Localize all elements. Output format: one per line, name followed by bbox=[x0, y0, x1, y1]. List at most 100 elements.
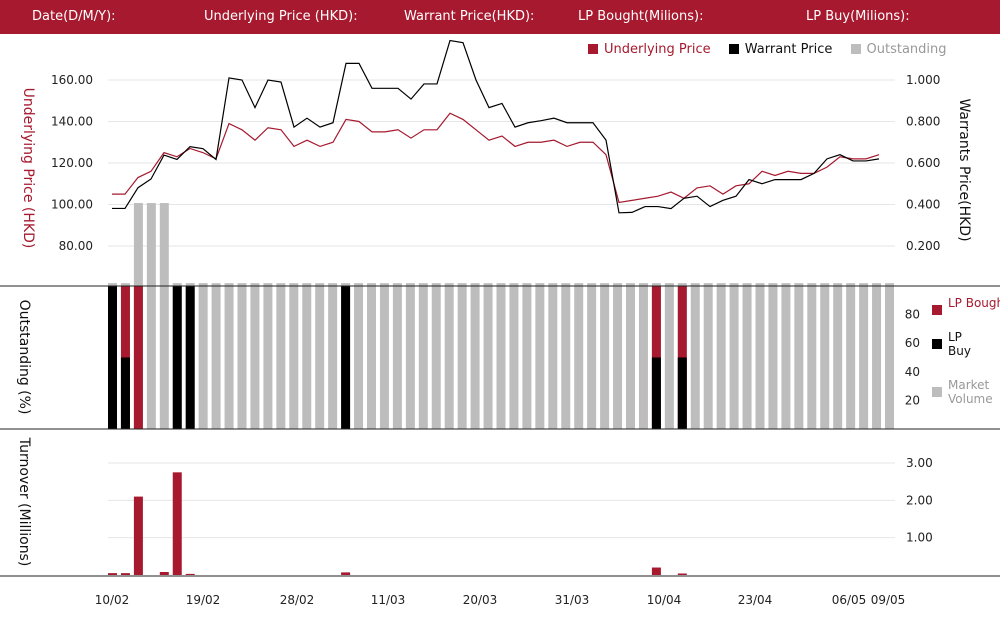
date-label: Date(D/M/Y): bbox=[32, 9, 116, 24]
x-tick-label: 31/03 bbox=[555, 593, 590, 607]
x-tick-label: 28/02 bbox=[280, 593, 315, 607]
turnover-bar bbox=[133, 496, 143, 575]
turnover-bars bbox=[108, 472, 687, 575]
outstanding-bar bbox=[846, 283, 856, 429]
outstanding-bar bbox=[418, 283, 428, 429]
legend-lp-bought: LP Bought bbox=[932, 296, 1000, 315]
lp-bought-swatch bbox=[932, 305, 942, 315]
underlying-tick-label: 100.00 bbox=[51, 198, 93, 212]
lp-bought-label: LP Bought(Milions): bbox=[578, 9, 704, 24]
legend-outstanding: Outstanding bbox=[850, 42, 947, 57]
turnover-bar bbox=[341, 572, 351, 575]
outstanding-bar bbox=[315, 283, 325, 429]
outstanding-bar bbox=[807, 283, 817, 429]
outstanding-bar bbox=[328, 283, 338, 429]
outstanding-bar bbox=[444, 283, 454, 429]
warrant-tick-label: 1.000 bbox=[906, 73, 940, 87]
outstanding-bar bbox=[211, 283, 221, 429]
legend-lp-buy: LP Buy bbox=[932, 330, 1000, 358]
lp-buy-label: LP Buy(Milions): bbox=[806, 9, 910, 24]
underlying-tick-label: 160.00 bbox=[51, 73, 93, 87]
turnover-tick-label: 3.00 bbox=[906, 456, 933, 470]
outstanding-bar bbox=[431, 283, 441, 429]
outstanding-bar bbox=[496, 283, 506, 429]
lp-buy-bar bbox=[120, 357, 130, 429]
outstanding-bar bbox=[509, 283, 519, 429]
legend-warrant: Warrant Price bbox=[728, 42, 832, 57]
outstanding-bar bbox=[574, 283, 584, 429]
underlying-tick-label: 120.00 bbox=[51, 156, 93, 170]
outstanding-bar bbox=[885, 283, 894, 429]
outstanding-bar bbox=[703, 283, 713, 429]
underlying-swatch bbox=[588, 44, 598, 54]
warrant-tick-label: 0.400 bbox=[906, 198, 940, 212]
outstanding-bar bbox=[742, 283, 752, 429]
lp-buy-bar bbox=[172, 286, 182, 429]
outstanding-bar bbox=[302, 283, 312, 429]
outstanding-bar bbox=[664, 283, 674, 429]
axes: 160.00 140.00 120.00 100.00 80.00 1.000 0.800 0… bbox=[0, 73, 1000, 607]
outstanding-bar bbox=[522, 283, 532, 429]
warrant-price-line bbox=[112, 39, 880, 214]
outstanding-bar bbox=[690, 283, 700, 429]
outstanding-bar bbox=[379, 283, 389, 429]
outstanding-bar bbox=[626, 283, 635, 429]
outstanding-bar bbox=[263, 283, 273, 429]
lp-buy-bar bbox=[108, 286, 117, 429]
outstanding-bar bbox=[392, 283, 402, 429]
lp-buy-bar bbox=[185, 286, 195, 429]
outstanding-bar bbox=[276, 283, 286, 429]
outstanding-bar bbox=[535, 283, 545, 429]
outstanding-bar bbox=[146, 203, 156, 429]
outstanding-bar bbox=[768, 283, 778, 429]
outstanding-tick-label: 20 bbox=[905, 393, 920, 407]
outstanding-bar bbox=[237, 283, 247, 429]
outstanding-bar bbox=[483, 283, 493, 429]
outstanding-bar bbox=[548, 283, 558, 429]
turnover-tick-label: 1.00 bbox=[906, 531, 933, 545]
outstanding-tick-label: 40 bbox=[905, 365, 920, 379]
outstanding-bar bbox=[820, 283, 830, 429]
warrant-price-label: Warrant Price(HKD): bbox=[404, 9, 535, 24]
outstanding-bar bbox=[638, 283, 648, 429]
x-tick-label: 10/04 bbox=[647, 593, 682, 607]
price-lines bbox=[112, 39, 880, 214]
turnover-bar bbox=[120, 573, 130, 575]
outstanding-bar bbox=[367, 283, 376, 429]
lp-buy-bar bbox=[677, 357, 687, 429]
outstanding-bar bbox=[781, 283, 791, 429]
underlying-tick-label: 140.00 bbox=[51, 115, 93, 129]
turnover-bar bbox=[172, 472, 182, 575]
x-tick-label: 09/05 bbox=[871, 593, 906, 607]
outstanding-bar bbox=[405, 283, 415, 429]
outstanding-bar bbox=[159, 203, 169, 429]
market-volume-swatch bbox=[932, 387, 942, 397]
outstanding-bar bbox=[794, 283, 804, 429]
outstanding-bar bbox=[833, 283, 843, 429]
warrant-axis-title: Warrants Price(HKD) bbox=[956, 98, 972, 241]
turnover-bar bbox=[677, 573, 687, 575]
outstanding-tick-label: 60 bbox=[905, 336, 920, 350]
outstanding-bar bbox=[755, 283, 765, 429]
outstanding-bar bbox=[354, 283, 364, 429]
x-tick-label: 20/03 bbox=[463, 593, 498, 607]
underlying-price-line bbox=[112, 112, 880, 204]
outstanding-axis-title: Outstanding (%) bbox=[16, 300, 32, 415]
outstanding-bar bbox=[859, 283, 869, 429]
underlying-axis-title: Underlying Price (HKD) bbox=[20, 88, 36, 249]
warrant-tick-label: 0.600 bbox=[906, 156, 940, 170]
legend-market-volume: Market Volume bbox=[932, 378, 1000, 406]
outstanding-bar bbox=[224, 283, 234, 429]
outstanding-bars bbox=[108, 203, 894, 429]
turnover-bar bbox=[651, 567, 661, 575]
outstanding-bar bbox=[587, 283, 597, 429]
x-tick-label: 11/03 bbox=[371, 593, 406, 607]
turnover-tick-label: 2.00 bbox=[906, 493, 933, 507]
outstanding-bar bbox=[470, 283, 480, 429]
turnover-axis-title: Turnover (Millions) bbox=[16, 437, 32, 567]
warrant-tick-label: 0.200 bbox=[906, 239, 940, 253]
lp-buy-bar bbox=[341, 286, 351, 429]
warrant-swatch bbox=[728, 44, 739, 54]
outstanding-bar bbox=[250, 283, 260, 429]
x-tick-label: 06/05 bbox=[832, 593, 867, 607]
